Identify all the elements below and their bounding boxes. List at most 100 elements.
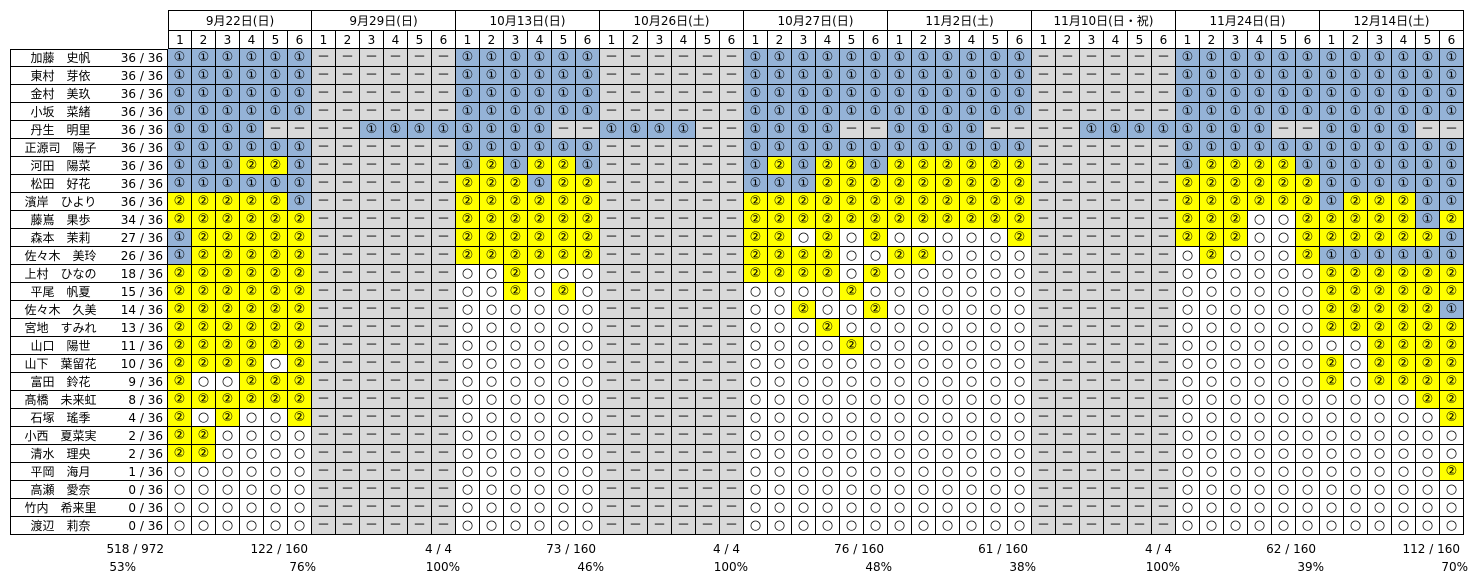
slot-cell: ○ [888, 265, 912, 283]
slot-cell: ② [1008, 157, 1032, 175]
slot-cell: ② [960, 157, 984, 175]
slot-cell: ○ [1296, 265, 1320, 283]
slot-cell: － [1128, 373, 1152, 391]
slot-cell: － [1128, 85, 1152, 103]
slot-cell: － [1056, 85, 1080, 103]
slot-cell: － [720, 463, 744, 481]
slot-cell: ○ [984, 283, 1008, 301]
slot-cell: ○ [240, 499, 264, 517]
slot-cell: ① [1320, 49, 1344, 67]
slot-cell: ○ [552, 319, 576, 337]
slot-cell: － [384, 103, 408, 121]
member-count: 11 / 36 [110, 337, 168, 355]
member-name: 上村 ひなの [10, 265, 110, 283]
slot-cell: － [720, 103, 744, 121]
slot-cell: － [1008, 121, 1032, 139]
slot-cell: － [408, 103, 432, 121]
slot-cell: ② [504, 193, 528, 211]
slot-cell: ○ [1176, 337, 1200, 355]
slot-cell: － [864, 121, 888, 139]
slot-cell: － [648, 193, 672, 211]
slot-cell: ① [168, 247, 192, 265]
slot-cell: ○ [1272, 211, 1296, 229]
slot-cell: ② [1368, 265, 1392, 283]
slot-cell: － [360, 49, 384, 67]
slot-cell: ○ [480, 283, 504, 301]
slot-cell: － [672, 445, 696, 463]
slot-cell: ② [984, 175, 1008, 193]
slot-cell: ② [504, 211, 528, 229]
member-count: 10 / 36 [110, 355, 168, 373]
slot-cell: ○ [768, 373, 792, 391]
slot-cell: － [1152, 319, 1176, 337]
slot-cell: － [552, 121, 576, 139]
slot-cell: ① [528, 85, 552, 103]
slot-cell: － [1128, 211, 1152, 229]
slot-cell: － [384, 283, 408, 301]
slot-cell: ① [552, 67, 576, 85]
slot-cell: － [408, 157, 432, 175]
slot-cell: － [432, 391, 456, 409]
slot-cell: － [408, 85, 432, 103]
slot-cell: ② [1248, 175, 1272, 193]
member-count: 14 / 36 [110, 301, 168, 319]
slot-cell: － [696, 157, 720, 175]
slot-header: 1 [1032, 31, 1056, 49]
slot-cell: － [1104, 445, 1128, 463]
slot-cell: － [1032, 445, 1056, 463]
member-name: 藤嶌 果歩 [10, 211, 110, 229]
slot-cell: ① [1440, 247, 1464, 265]
slot-cell: － [600, 157, 624, 175]
slot-cell: ○ [552, 301, 576, 319]
slot-cell: ② [768, 211, 792, 229]
slot-cell: ① [768, 139, 792, 157]
slot-cell: ○ [456, 517, 480, 535]
slot-cell: － [576, 121, 600, 139]
slot-cell: ① [1080, 121, 1104, 139]
slot-cell: － [1056, 139, 1080, 157]
slot-cell: ① [1392, 103, 1416, 121]
slot-cell: ① [912, 103, 936, 121]
slot-cell: ① [1440, 85, 1464, 103]
slot-cell: ② [288, 319, 312, 337]
slot-cell: ○ [1272, 265, 1296, 283]
slot-cell: ② [1440, 319, 1464, 337]
slot-cell: － [720, 139, 744, 157]
slot-cell: ○ [1200, 481, 1224, 499]
slot-cell: ① [744, 121, 768, 139]
slot-cell: － [384, 463, 408, 481]
slot-cell: ① [744, 85, 768, 103]
slot-cell: ② [888, 193, 912, 211]
slot-cell: － [624, 427, 648, 445]
slot-cell: ① [1104, 121, 1128, 139]
slot-cell: － [672, 193, 696, 211]
member-name: 山口 陽世 [10, 337, 110, 355]
slot-cell: ○ [456, 301, 480, 319]
slot-cell: － [1056, 409, 1080, 427]
slot-cell: ○ [864, 283, 888, 301]
slot-cell: ○ [864, 373, 888, 391]
slot-cell: ○ [552, 391, 576, 409]
member-name: 髙橋 未来虹 [10, 391, 110, 409]
slot-cell: － [696, 517, 720, 535]
slot-cell: － [696, 445, 720, 463]
slot-cell: ① [480, 85, 504, 103]
slot-cell: － [1032, 139, 1056, 157]
slot-cell: ② [864, 193, 888, 211]
slot-cell: ○ [264, 409, 288, 427]
slot-cell: － [1128, 265, 1152, 283]
slot-cell: － [432, 373, 456, 391]
slot-cell: ② [552, 211, 576, 229]
slot-cell: ② [288, 229, 312, 247]
slot-cell: － [1080, 337, 1104, 355]
slot-cell: ○ [528, 517, 552, 535]
slot-cell: ○ [1200, 427, 1224, 445]
member-count: 2 / 36 [110, 427, 168, 445]
slot-cell: ○ [888, 355, 912, 373]
slot-cell: － [624, 355, 648, 373]
slot-cell: ○ [768, 283, 792, 301]
slot-cell: － [1032, 247, 1056, 265]
slot-cell: ○ [1176, 373, 1200, 391]
slot-cell: － [432, 103, 456, 121]
date-percent: 46% [577, 560, 604, 574]
